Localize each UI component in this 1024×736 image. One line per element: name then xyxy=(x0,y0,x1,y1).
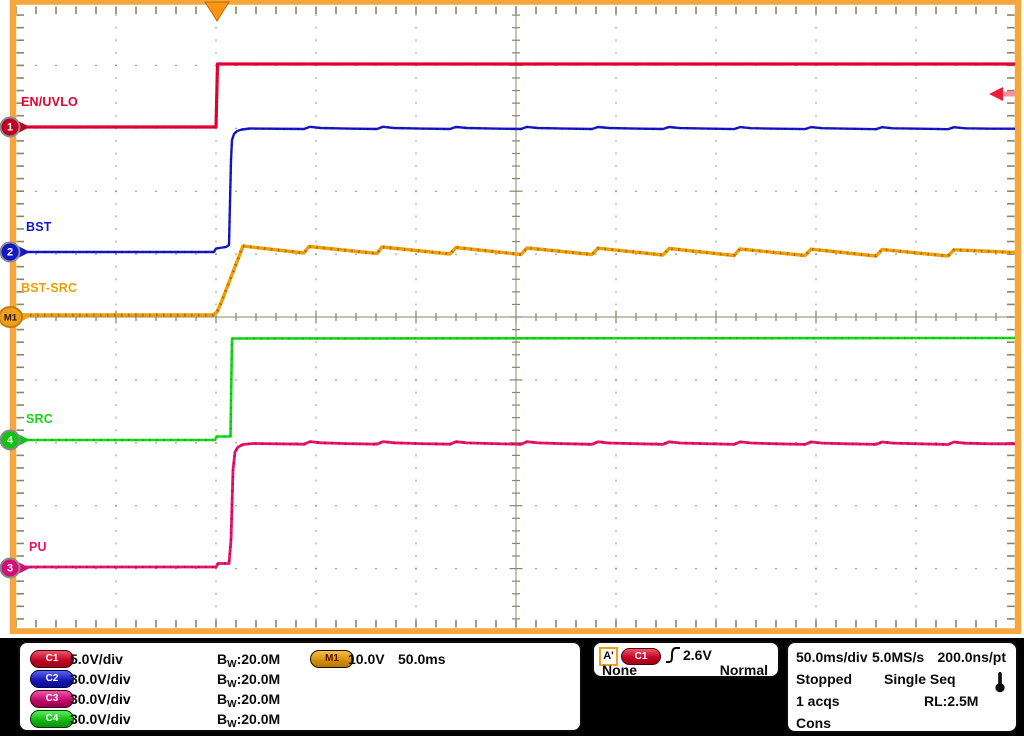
thermometer-icon xyxy=(995,672,1005,693)
channel-bandwidth-c2: BW:20.0M xyxy=(217,671,281,690)
trace-src xyxy=(16,336,1016,442)
trace-noise-overlay xyxy=(16,125,1015,254)
acq-state-row: Stopped Single Seq xyxy=(788,671,1016,693)
channel-badge-c1[interactable]: C1 xyxy=(30,650,74,668)
trace-label-bst-src: BST-SRC xyxy=(21,281,78,295)
channel-row-c4: C4 30.0V/div BW:20.0M xyxy=(20,708,580,730)
acq-footer: Cons xyxy=(796,715,831,731)
math-readout: M1 10.0V 50.0ms xyxy=(310,648,570,668)
waveform-traces xyxy=(16,62,1016,569)
channel-badge-c2[interactable]: C2 xyxy=(30,670,74,688)
channel-position-markers: 1 2 M1 4 3 xyxy=(0,116,31,579)
trace-noise-overlay xyxy=(16,62,1015,129)
math-timebase: 50.0ms xyxy=(398,651,446,667)
trace-label-src: SRC xyxy=(26,412,53,426)
marker-m1[interactable]: M1 xyxy=(0,306,30,328)
horizontal-row: 50.0ms/div 5.0MS/s 200.0ns/pt xyxy=(788,649,1016,669)
acq-footer-row: Cons xyxy=(788,715,1016,735)
trace-label-en-uvlo: EN/UVLO xyxy=(21,95,78,109)
trigger-holdoff-label: None xyxy=(602,662,637,678)
trace-noise-overlay xyxy=(16,440,1015,569)
trigger-bus-chip[interactable]: A' xyxy=(599,647,618,666)
trace-bst xyxy=(16,125,1015,254)
channel-bandwidth-c3: BW:20.0M xyxy=(217,691,281,710)
math-scale: 10.0V xyxy=(348,651,385,667)
math-badge-m1[interactable]: M1 xyxy=(310,650,354,668)
svg-text:3: 3 xyxy=(7,563,13,575)
waveform-display: 1 2 M1 4 3 EN/UVLO BST BST-SRC SRC PU xyxy=(0,0,1022,634)
sample-rate-value: 5.0MS/s xyxy=(872,649,925,665)
channel-bandwidth-c1: BW:20.0M xyxy=(217,651,281,670)
channel-row-c3: C3 30.0V/div BW:20.0M xyxy=(20,688,580,710)
svg-text:M1: M1 xyxy=(4,313,18,324)
marker-4[interactable]: 4 xyxy=(0,429,31,451)
trace-label-bst: BST xyxy=(26,220,52,234)
channel-scale-c1: 5.0V/div xyxy=(70,651,123,667)
acq-count: 1 acqs xyxy=(796,693,840,709)
trigger-panel[interactable]: A' C1 2.6V None Normal xyxy=(592,641,780,678)
channel-readouts-panel[interactable]: C1 5.0V/div BW:20.0M C2 30.0V/div BW:20.… xyxy=(18,641,582,732)
channel-bandwidth-c4: BW:20.0M xyxy=(217,711,281,730)
trigger-mode-label: Normal xyxy=(719,662,768,678)
svg-text:2: 2 xyxy=(7,247,13,259)
trace-label-pu: PU xyxy=(29,540,47,554)
trigger-indicators xyxy=(204,1,1016,101)
acq-state: Stopped xyxy=(796,671,852,687)
marker-1[interactable]: 1 xyxy=(0,116,31,138)
trigger-level-tail xyxy=(1003,91,1016,97)
trigger-level-value: 2.6V xyxy=(683,647,712,663)
channel-row-c1: C1 5.0V/div BW:20.0M xyxy=(20,648,580,670)
trigger-level-arrow[interactable] xyxy=(989,87,1003,101)
acquisition-panel[interactable]: 50.0ms/div 5.0MS/s 200.0ns/pt Stopped Si… xyxy=(786,641,1018,733)
channel-badge-c3[interactable]: C3 xyxy=(30,690,74,708)
acq-count-row: 1 acqs RL:2.5M xyxy=(788,693,1016,713)
resolution-value: 200.0ns/pt xyxy=(937,649,1006,665)
channel-row-c2: C2 30.0V/div BW:20.0M xyxy=(20,668,580,690)
rising-edge-icon xyxy=(666,647,680,663)
status-bar: C1 5.0V/div BW:20.0M C2 30.0V/div BW:20.… xyxy=(0,634,1024,736)
svg-text:4: 4 xyxy=(7,435,14,447)
trigger-position-marker[interactable] xyxy=(204,1,230,22)
channel-scale-c2: 30.0V/div xyxy=(70,671,131,687)
timebase-value: 50.0ms/div xyxy=(796,649,868,665)
scope-graticule: 1 2 M1 4 3 xyxy=(0,0,1022,634)
channel-badge-c4[interactable]: C4 xyxy=(30,710,74,728)
record-length: RL:2.5M xyxy=(924,693,979,709)
channel-scale-c3: 30.0V/div xyxy=(70,691,131,707)
marker-2[interactable]: 2 xyxy=(0,241,31,263)
trace-noise-overlay xyxy=(16,244,1016,317)
svg-text:1: 1 xyxy=(7,122,13,134)
trace-en-uvlo xyxy=(16,62,1015,129)
marker-3[interactable]: 3 xyxy=(0,557,31,579)
acq-mode: Single Seq xyxy=(884,671,956,687)
channel-scale-c4: 30.0V/div xyxy=(70,711,131,727)
trigger-source-badge[interactable]: C1 xyxy=(621,648,661,665)
